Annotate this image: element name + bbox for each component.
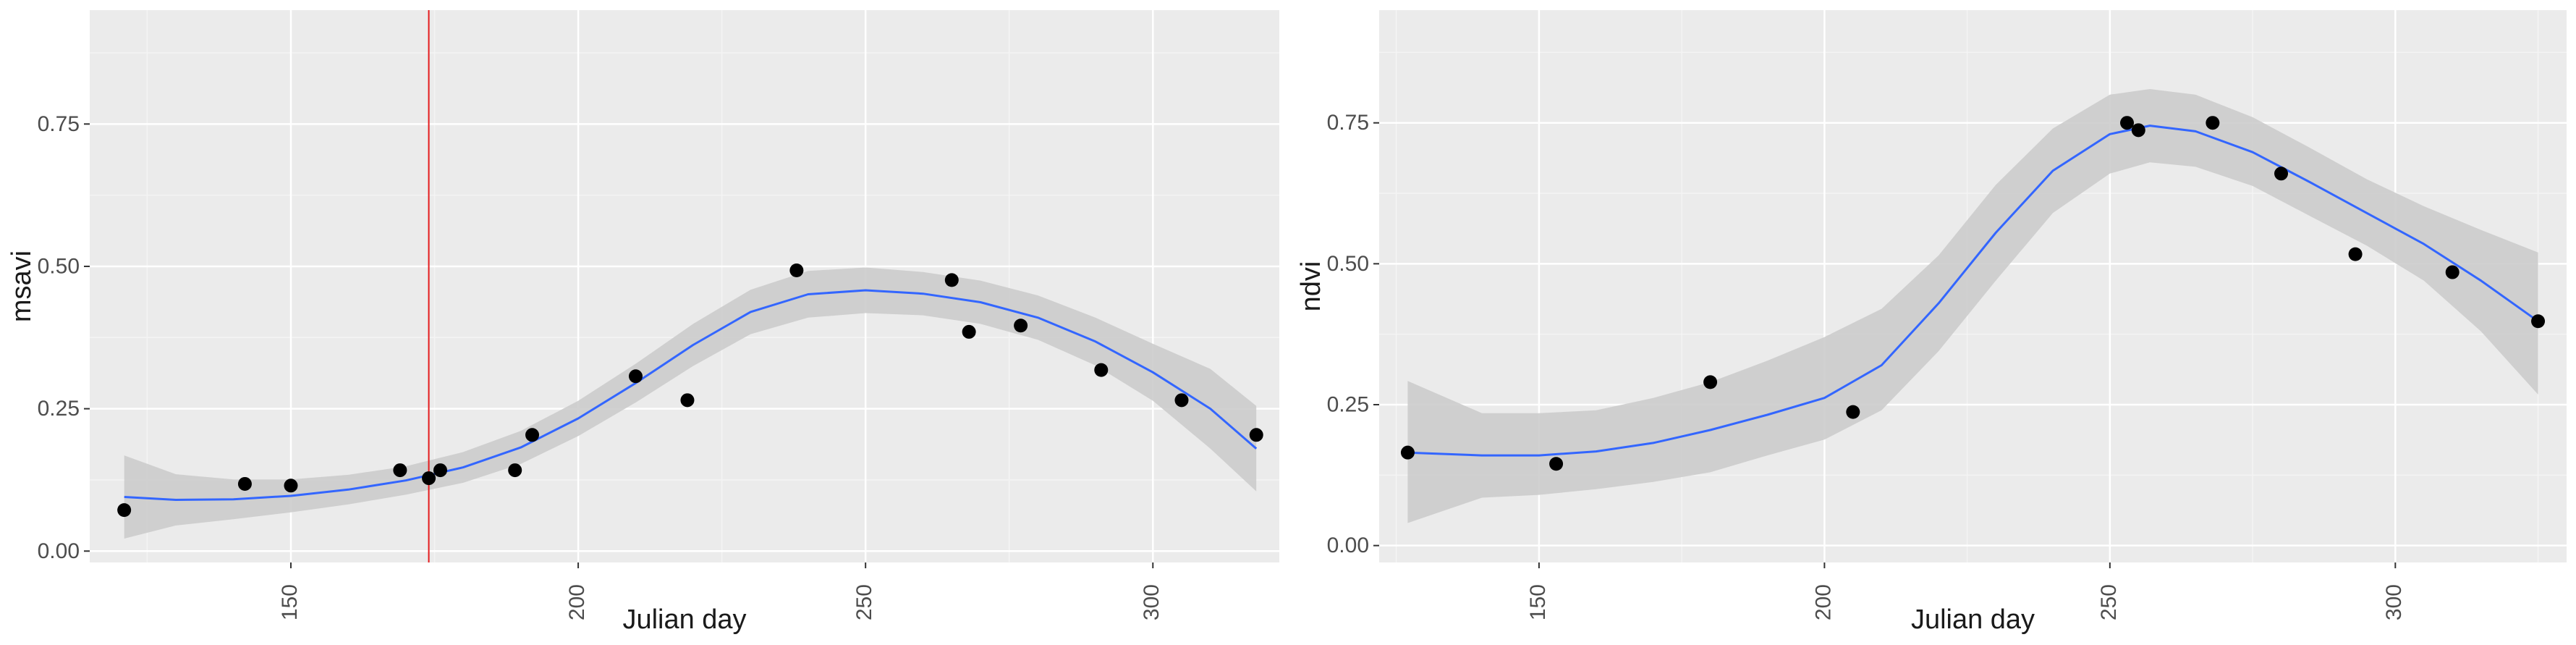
confidence-ribbon <box>124 267 1257 539</box>
data-point <box>944 273 959 287</box>
x-axis-title: Julian day <box>622 604 746 635</box>
data-point <box>1703 375 1718 389</box>
smooth-line <box>1407 125 2539 457</box>
data-point <box>2206 116 2220 130</box>
x-tick-label: 250 <box>2097 584 2121 620</box>
data-point <box>422 471 436 486</box>
y-tick-label: 0.50 <box>1327 252 1369 276</box>
data-point <box>1174 393 1189 408</box>
y-tick-label: 0.00 <box>38 539 80 563</box>
data-point <box>237 476 252 491</box>
x-tick-label: 200 <box>1811 584 1835 620</box>
data-point <box>508 463 522 478</box>
data-point <box>962 324 976 339</box>
chart-panel-2: 150 200 250 300 0.00 0.25 0.50 0.75 Julian day nd… <box>1296 10 2567 635</box>
chart-panel-1: 150 200 250 300 0.00 0.25 0.50 0.75 Julian day ms… <box>7 10 1279 635</box>
y-axis-title: msavi <box>7 250 37 322</box>
y-axis-title: ndvi <box>1296 261 1326 312</box>
data-point <box>2531 314 2546 329</box>
data-point <box>1249 428 1263 442</box>
data-point <box>1846 405 1860 419</box>
plot-background <box>90 10 1279 562</box>
data-point <box>393 463 407 478</box>
data-point <box>1549 457 1564 471</box>
x-tick-label: 150 <box>278 584 302 620</box>
y-tick-label: 0.00 <box>1327 534 1369 557</box>
data-points <box>1400 116 2546 471</box>
data-point <box>2274 166 2289 181</box>
x-tick-label: 300 <box>1140 584 1164 620</box>
data-point <box>628 369 643 384</box>
x-tick-label: 250 <box>852 584 876 620</box>
data-point <box>1094 363 1109 377</box>
data-points <box>117 263 1263 518</box>
x-tick-label: 300 <box>2382 584 2406 620</box>
data-point <box>680 393 695 408</box>
y-tick-label: 0.75 <box>1327 111 1369 135</box>
x-tick-label: 150 <box>1526 584 1550 620</box>
data-point <box>2348 247 2363 261</box>
y-tick-label: 0.25 <box>1327 393 1369 417</box>
smooth-line <box>124 289 1258 501</box>
data-point <box>1014 319 1028 333</box>
data-point <box>525 428 540 442</box>
data-point <box>284 479 298 493</box>
y-tick-label: 0.50 <box>38 254 80 278</box>
data-point <box>1400 445 1415 460</box>
data-point <box>2120 116 2135 130</box>
y-tick-label: 0.75 <box>38 112 80 136</box>
data-point <box>2445 265 2460 279</box>
y-tick-label: 0.25 <box>38 397 80 421</box>
data-point <box>117 503 132 518</box>
confidence-ribbon <box>1407 89 2538 523</box>
data-point <box>789 263 804 277</box>
gridlines <box>1379 10 2567 562</box>
x-tick-label: 200 <box>565 584 589 620</box>
data-point <box>433 463 447 478</box>
data-point <box>2131 123 2145 138</box>
x-axis-title: Julian day <box>1911 604 2035 635</box>
